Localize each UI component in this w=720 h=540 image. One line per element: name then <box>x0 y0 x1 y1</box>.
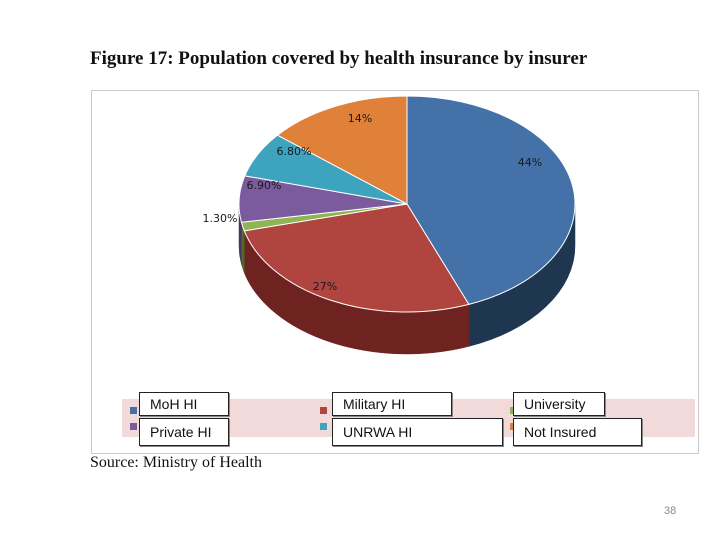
legend-item-unrwa-hi: UNRWA HI <box>332 418 503 446</box>
legend-item-not-insured: Not Insured <box>513 418 642 446</box>
data-label-unrwa-hi: 6.80% <box>277 145 312 158</box>
pie-slice-not-insured <box>276 95 408 205</box>
legend-item-university: University <box>513 392 605 416</box>
data-label-not-insured: 14% <box>348 112 372 125</box>
legend-swatch-military <box>320 407 327 414</box>
data-label-university: 1.30% <box>203 212 238 225</box>
pie-slice-moh-hi <box>406 95 576 305</box>
pie-chart: 44% 27% 1.30% 6.90% 6.80% 14% <box>203 95 576 355</box>
legend-swatch-private <box>130 423 137 430</box>
data-label-private-hi: 6.90% <box>247 179 282 192</box>
source-note: Source: Ministry of Health <box>90 454 262 471</box>
legend-swatch-moh <box>130 407 137 414</box>
legend-item-private-hi: Private HI <box>139 418 229 446</box>
legend-item-military-hi: Military HI <box>332 392 452 416</box>
legend-swatch-unrwa <box>320 423 327 430</box>
figure-title: Figure 17: Population covered by health … <box>90 48 588 69</box>
data-label-moh-hi: 44% <box>518 156 542 169</box>
legend-item-moh-hi: MoH HI <box>139 392 229 416</box>
page-number: 38 <box>664 505 677 517</box>
pie-slice-military-hi <box>243 203 470 313</box>
chart-area: 44% 27% 1.30% 6.90% 6.80% 14% MoH HI Military… <box>91 90 699 454</box>
data-label-military-hi: 27% <box>313 280 337 293</box>
